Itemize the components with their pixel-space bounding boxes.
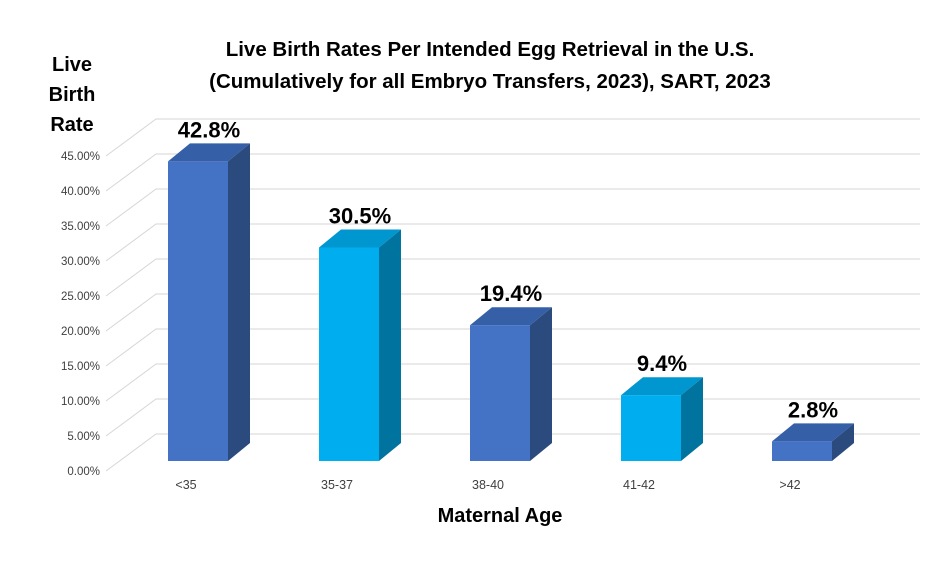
bar-top-face xyxy=(168,143,250,162)
bar-front-face xyxy=(772,441,832,461)
x-axis-category-label: <35 xyxy=(175,478,196,492)
x-axis-category-label: 38-40 xyxy=(472,478,504,492)
bar-front-face xyxy=(319,247,379,461)
y-axis-tick-label: 35.00% xyxy=(61,221,100,233)
bar-top-face xyxy=(772,423,854,442)
bars-group xyxy=(168,143,854,461)
y-axis-tick-label: 30.00% xyxy=(61,256,100,268)
bar-value-label: 9.4% xyxy=(637,351,687,376)
bar-front-face xyxy=(470,325,530,461)
x-axis-category-label: 41-42 xyxy=(623,478,655,492)
y-axis-title-line-1: Live xyxy=(52,54,92,76)
gridline xyxy=(105,328,920,367)
bar-value-label: 2.8% xyxy=(788,397,838,422)
y-axis-title-line-2: Birth xyxy=(49,84,96,106)
gridline xyxy=(105,293,920,332)
y-axis-tick-label: 5.00% xyxy=(67,431,100,443)
bar-35-37 xyxy=(319,229,401,461)
bar-side-face xyxy=(681,377,703,461)
bar-front-face xyxy=(168,161,228,461)
bar-value-label: 30.5% xyxy=(329,204,391,229)
bar-value-label: 19.4% xyxy=(480,281,542,306)
x-axis-category-label: 35-37 xyxy=(321,478,353,492)
gridline xyxy=(105,118,920,157)
gridline xyxy=(105,363,920,402)
bar-side-face xyxy=(379,229,401,461)
bar-value-label: 42.8% xyxy=(178,117,240,142)
bar-side-face xyxy=(228,143,250,461)
y-axis-tick-label: 10.00% xyxy=(61,396,100,408)
gridline xyxy=(105,153,920,192)
gridline xyxy=(105,258,920,297)
chart-title-line-2: (Cumulatively for all Embryo Transfers, … xyxy=(209,70,771,93)
chart-title-line-1: Live Birth Rates Per Intended Egg Retrie… xyxy=(226,38,755,61)
y-axis-tick-label: 40.00% xyxy=(61,186,100,198)
bar-<35 xyxy=(168,143,250,461)
x-axis-category-labels-group: <35 35-37 38-40 41-42 >42 xyxy=(175,478,800,492)
y-axis-tick-label: 15.00% xyxy=(61,361,100,373)
y-axis-tick-label: 0.00% xyxy=(67,466,100,478)
bar-38-40 xyxy=(470,307,552,461)
bar-top-face xyxy=(319,229,401,248)
x-axis-category-label: >42 xyxy=(779,478,800,492)
y-axis-tick-labels-group: 45.00% 40.00% 35.00% 30.00% 25.00% 20.00% 15.0… xyxy=(61,151,100,478)
bar-side-face xyxy=(832,423,854,461)
y-axis-tick-label: 20.00% xyxy=(61,326,100,338)
y-axis-title-line-3: Rate xyxy=(50,114,93,136)
bar-top-face xyxy=(621,377,703,396)
bar-41-42 xyxy=(621,377,703,461)
gridline xyxy=(105,188,920,227)
bar-top-face xyxy=(470,307,552,326)
bar-value-labels-group: 42.8% 30.5% 19.4% 9.4% 2.8% xyxy=(178,117,838,422)
bar-side-face xyxy=(530,307,552,461)
gridline xyxy=(105,223,920,262)
bar-front-face xyxy=(621,395,681,461)
bar->42 xyxy=(772,423,854,461)
x-axis-title: Maternal Age xyxy=(438,505,563,527)
y-axis-tick-label: 45.00% xyxy=(61,151,100,163)
y-axis-tick-label: 25.00% xyxy=(61,291,100,303)
